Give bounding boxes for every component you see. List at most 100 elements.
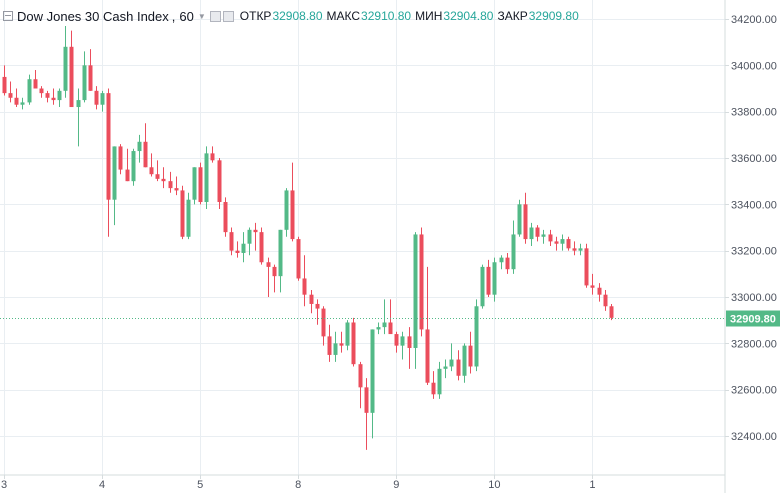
candle-down	[554, 241, 559, 244]
price-tick-label: 34000.00	[731, 60, 777, 72]
candle-down	[505, 257, 510, 270]
candle-up	[112, 146, 117, 200]
candle-down	[223, 202, 228, 233]
price-tick-label: 32800.00	[731, 338, 777, 350]
candle-down	[118, 146, 123, 170]
symbol-title[interactable]: Dow Jones 30 Cash Index	[17, 8, 169, 24]
candle-down	[388, 322, 393, 335]
candle-up	[241, 243, 246, 253]
price-tick-label: 33600.00	[731, 153, 777, 165]
candle-up	[413, 234, 418, 348]
candle-up	[449, 359, 454, 367]
candle-up	[204, 153, 209, 203]
candle-up	[284, 190, 289, 230]
price-axis[interactable]: 34200.00 34000.00 33800.00 33600.00 33400.00…	[725, 14, 777, 443]
candle-down	[290, 190, 295, 240]
candle-down	[180, 190, 185, 237]
candle-down	[266, 262, 271, 267]
close-label: ЗАКР	[497, 9, 528, 23]
time-tick-label: 10	[488, 479, 500, 491]
candle-down	[106, 93, 111, 200]
candle-down	[210, 153, 215, 161]
candle-up	[100, 93, 105, 105]
candle-down	[174, 188, 179, 191]
collapse-icon[interactable]	[3, 11, 13, 21]
candle-down	[302, 278, 307, 295]
low-value: 32904.80	[443, 9, 494, 23]
time-axis[interactable]: 3 4 5 8 9 10 1	[1, 475, 596, 491]
candle-down	[8, 93, 13, 98]
candle-down	[143, 141, 148, 168]
candle-down	[321, 308, 326, 337]
last-price-badge	[726, 310, 780, 327]
settings-icon[interactable]	[209, 10, 221, 22]
eye-icon[interactable]	[222, 10, 234, 22]
chevron-down-icon[interactable]: ▼	[197, 11, 206, 21]
candle-up	[541, 234, 546, 237]
candle-down	[425, 329, 430, 383]
candle-up	[492, 262, 497, 295]
candle-up	[247, 229, 252, 244]
time-tick-label: 5	[197, 479, 203, 491]
high-label: МАКС	[326, 9, 361, 23]
candle-up	[480, 266, 485, 307]
candle-down	[431, 382, 436, 395]
candle-up	[370, 329, 375, 413]
candle-up	[20, 102, 25, 105]
low-label: МИН	[415, 9, 443, 23]
time-tick-label: 4	[99, 479, 105, 491]
interval-label[interactable]: 60	[179, 8, 194, 24]
chart-legend: Dow Jones 30 Cash Index , 60 ▼ ОТКР 3290…	[0, 6, 579, 26]
candle-up	[376, 327, 381, 330]
candle-up	[345, 322, 350, 346]
candle-down	[94, 90, 99, 105]
price-tick-label: 32600.00	[731, 385, 777, 397]
candle-up	[499, 257, 504, 263]
candle-down	[572, 248, 577, 251]
candle-down	[456, 359, 461, 376]
candle-up	[382, 322, 387, 328]
candle-down	[296, 239, 301, 279]
candle-up	[443, 366, 448, 369]
candle-up	[137, 141, 142, 152]
candle-up	[560, 239, 565, 244]
candle-down	[253, 229, 258, 233]
title-separator: ,	[171, 8, 176, 24]
candle-down	[198, 167, 203, 203]
candle-down	[259, 232, 264, 263]
candle-up	[462, 345, 467, 376]
time-tick-label: 9	[393, 479, 399, 491]
candle-down	[603, 294, 608, 307]
candle-up	[529, 227, 534, 240]
candle-up	[82, 65, 87, 101]
candle-up	[192, 167, 197, 200]
candle-down	[468, 345, 473, 367]
candle-up	[437, 368, 442, 395]
candle-down	[51, 97, 56, 101]
candle-down	[584, 248, 589, 286]
candle-down	[149, 167, 154, 175]
last-price-text: 32909.80	[730, 314, 776, 326]
candle-down	[339, 343, 344, 346]
candle-down	[597, 287, 602, 295]
price-tick-label: 33800.00	[731, 107, 777, 119]
candle-down	[486, 266, 491, 295]
candle-up	[517, 204, 522, 235]
high-value: 32910.80	[361, 9, 412, 23]
candle-down	[229, 232, 234, 251]
candles-layer	[2, 25, 614, 450]
candle-up	[400, 336, 405, 346]
candle-down	[309, 294, 314, 304]
time-tick-label: 1	[589, 479, 595, 491]
candle-up	[278, 229, 283, 277]
candle-down	[548, 234, 553, 242]
candle-up	[578, 248, 583, 251]
chart-grid	[0, 0, 725, 475]
price-tick-label: 33400.00	[731, 199, 777, 211]
candle-up	[474, 306, 479, 367]
candle-down	[125, 169, 130, 182]
candle-down	[351, 322, 356, 365]
price-tick-label: 33000.00	[731, 292, 777, 304]
price-tick-label: 32400.00	[731, 431, 777, 443]
